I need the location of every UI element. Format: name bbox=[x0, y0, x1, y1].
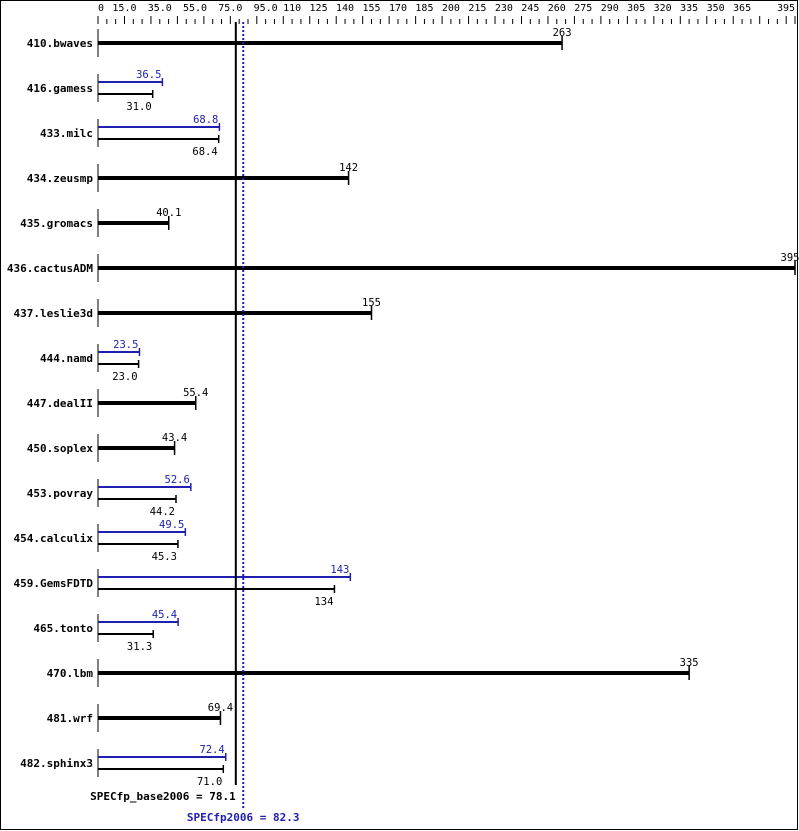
benchmark-label: 470.lbm bbox=[47, 667, 94, 680]
tick-label: 15.0 bbox=[112, 3, 136, 14]
base-value-label: 45.3 bbox=[152, 551, 177, 563]
tick-label: 155 bbox=[362, 3, 380, 14]
tick-label: 170 bbox=[389, 3, 407, 14]
benchmark-row: 454.calculix 49.5 45.3 bbox=[14, 519, 187, 563]
benchmark-label: 434.zeusmp bbox=[27, 172, 94, 185]
benchmark-row: 433.milc 68.8 68.4 bbox=[40, 114, 221, 158]
peak-value-label: 49.5 bbox=[159, 519, 184, 531]
benchmark-row: 450.soplex 43.4 bbox=[27, 432, 187, 462]
tick-label: 245 bbox=[521, 3, 539, 14]
benchmark-row: 470.lbm 335 bbox=[47, 657, 699, 687]
benchmark-row: 437.leslie3d 155 bbox=[14, 297, 381, 327]
base-value-label: 335 bbox=[680, 657, 699, 669]
tick-label: 230 bbox=[495, 3, 513, 14]
base-value-label: 44.2 bbox=[150, 506, 175, 518]
benchmark-row: 444.namd 23.5 23.0 bbox=[40, 339, 141, 383]
base-value-label: 23.0 bbox=[112, 371, 137, 383]
benchmark-row: 447.dealII 55.4 bbox=[27, 387, 208, 417]
base-value-label: 31.3 bbox=[127, 641, 152, 653]
base-value-label: 142 bbox=[339, 162, 358, 174]
tick-label: 125 bbox=[310, 3, 328, 14]
benchmark-row: 465.tonto 45.4 31.3 bbox=[33, 609, 179, 653]
base-value-label: 31.0 bbox=[126, 101, 151, 113]
benchmark-row: 482.sphinx3 72.4 71.0 bbox=[20, 744, 227, 788]
benchmark-row: 416.gamess 36.5 31.0 bbox=[27, 69, 164, 113]
benchmark-label: 482.sphinx3 bbox=[20, 757, 93, 770]
benchmark-label: 454.calculix bbox=[14, 532, 94, 545]
base-value-label: 40.1 bbox=[156, 207, 181, 219]
tick-label: 200 bbox=[442, 3, 460, 14]
peak-value-label: 36.5 bbox=[136, 69, 161, 81]
benchmark-label: 481.wrf bbox=[47, 712, 93, 725]
peak-value-label: 45.4 bbox=[152, 609, 177, 621]
benchmark-label: 436.cactusADM bbox=[7, 262, 93, 275]
tick-label: 260 bbox=[548, 3, 566, 14]
base-value-label: 395 bbox=[781, 252, 799, 264]
benchmark-row: 410.bwaves 263 bbox=[27, 27, 572, 57]
benchmark-label: 459.GemsFDTD bbox=[14, 577, 94, 590]
benchmark-label: 450.soplex bbox=[27, 442, 94, 455]
base-value-label: 68.4 bbox=[192, 146, 217, 158]
tick-label: 275 bbox=[574, 3, 592, 14]
benchmark-label: 410.bwaves bbox=[27, 37, 93, 50]
benchmark-label: 465.tonto bbox=[33, 622, 93, 635]
benchmark-label: 444.namd bbox=[40, 352, 93, 365]
tick-label: 335 bbox=[680, 3, 698, 14]
peak-value-label: 68.8 bbox=[193, 114, 218, 126]
benchmark-row: 481.wrf 69.4 bbox=[47, 702, 233, 732]
base-value-label: 43.4 bbox=[162, 432, 187, 444]
tick-label: 215 bbox=[468, 3, 486, 14]
base-value-label: 55.4 bbox=[183, 387, 208, 399]
base-value-label: 263 bbox=[553, 27, 572, 39]
peak-value-label: 72.4 bbox=[199, 744, 224, 756]
peak-value-label: 23.5 bbox=[113, 339, 138, 351]
benchmark-row: 434.zeusmp 142 bbox=[27, 162, 358, 192]
tick-label: 35.0 bbox=[148, 3, 172, 14]
tick-label: 320 bbox=[654, 3, 672, 14]
tick-label: 140 bbox=[336, 3, 354, 14]
tick-label: 0 bbox=[98, 3, 104, 14]
benchmark-row: 453.povray 52.6 44.2 bbox=[27, 474, 192, 518]
base-value-label: 155 bbox=[362, 297, 381, 309]
tick-label: 185 bbox=[415, 3, 433, 14]
tick-label: 95.0 bbox=[254, 3, 278, 14]
benchmark-row: 436.cactusADM 395 bbox=[7, 252, 799, 282]
peak-value-label: 143 bbox=[330, 564, 349, 576]
tick-label: 395 bbox=[777, 3, 795, 14]
benchmark-label: 433.milc bbox=[40, 127, 93, 140]
benchmark-label: 453.povray bbox=[27, 487, 94, 500]
base-mean-label: SPECfp_base2006 = 78.1 bbox=[90, 790, 236, 803]
tick-label: 75.0 bbox=[218, 3, 242, 14]
base-value-label: 69.4 bbox=[208, 702, 233, 714]
tick-label: 290 bbox=[601, 3, 619, 14]
benchmark-row: 459.GemsFDTD 143 134 bbox=[14, 564, 352, 608]
tick-label: 110 bbox=[283, 3, 301, 14]
benchmark-label: 437.leslie3d bbox=[14, 307, 93, 320]
benchmark-label: 447.dealII bbox=[27, 397, 93, 410]
tick-label: 365 bbox=[733, 3, 751, 14]
benchmark-label: 416.gamess bbox=[27, 82, 93, 95]
benchmark-label: 435.gromacs bbox=[20, 217, 93, 230]
base-value-label: 71.0 bbox=[197, 776, 222, 788]
tick-label: 55.0 bbox=[183, 3, 207, 14]
base-value-label: 134 bbox=[314, 596, 333, 608]
benchmark-row: 435.gromacs 40.1 bbox=[20, 207, 181, 237]
tick-label: 305 bbox=[627, 3, 645, 14]
peak-mean-label: SPECfp2006 = 82.3 bbox=[187, 811, 300, 824]
peak-value-label: 52.6 bbox=[165, 474, 190, 486]
tick-label: 350 bbox=[707, 3, 725, 14]
